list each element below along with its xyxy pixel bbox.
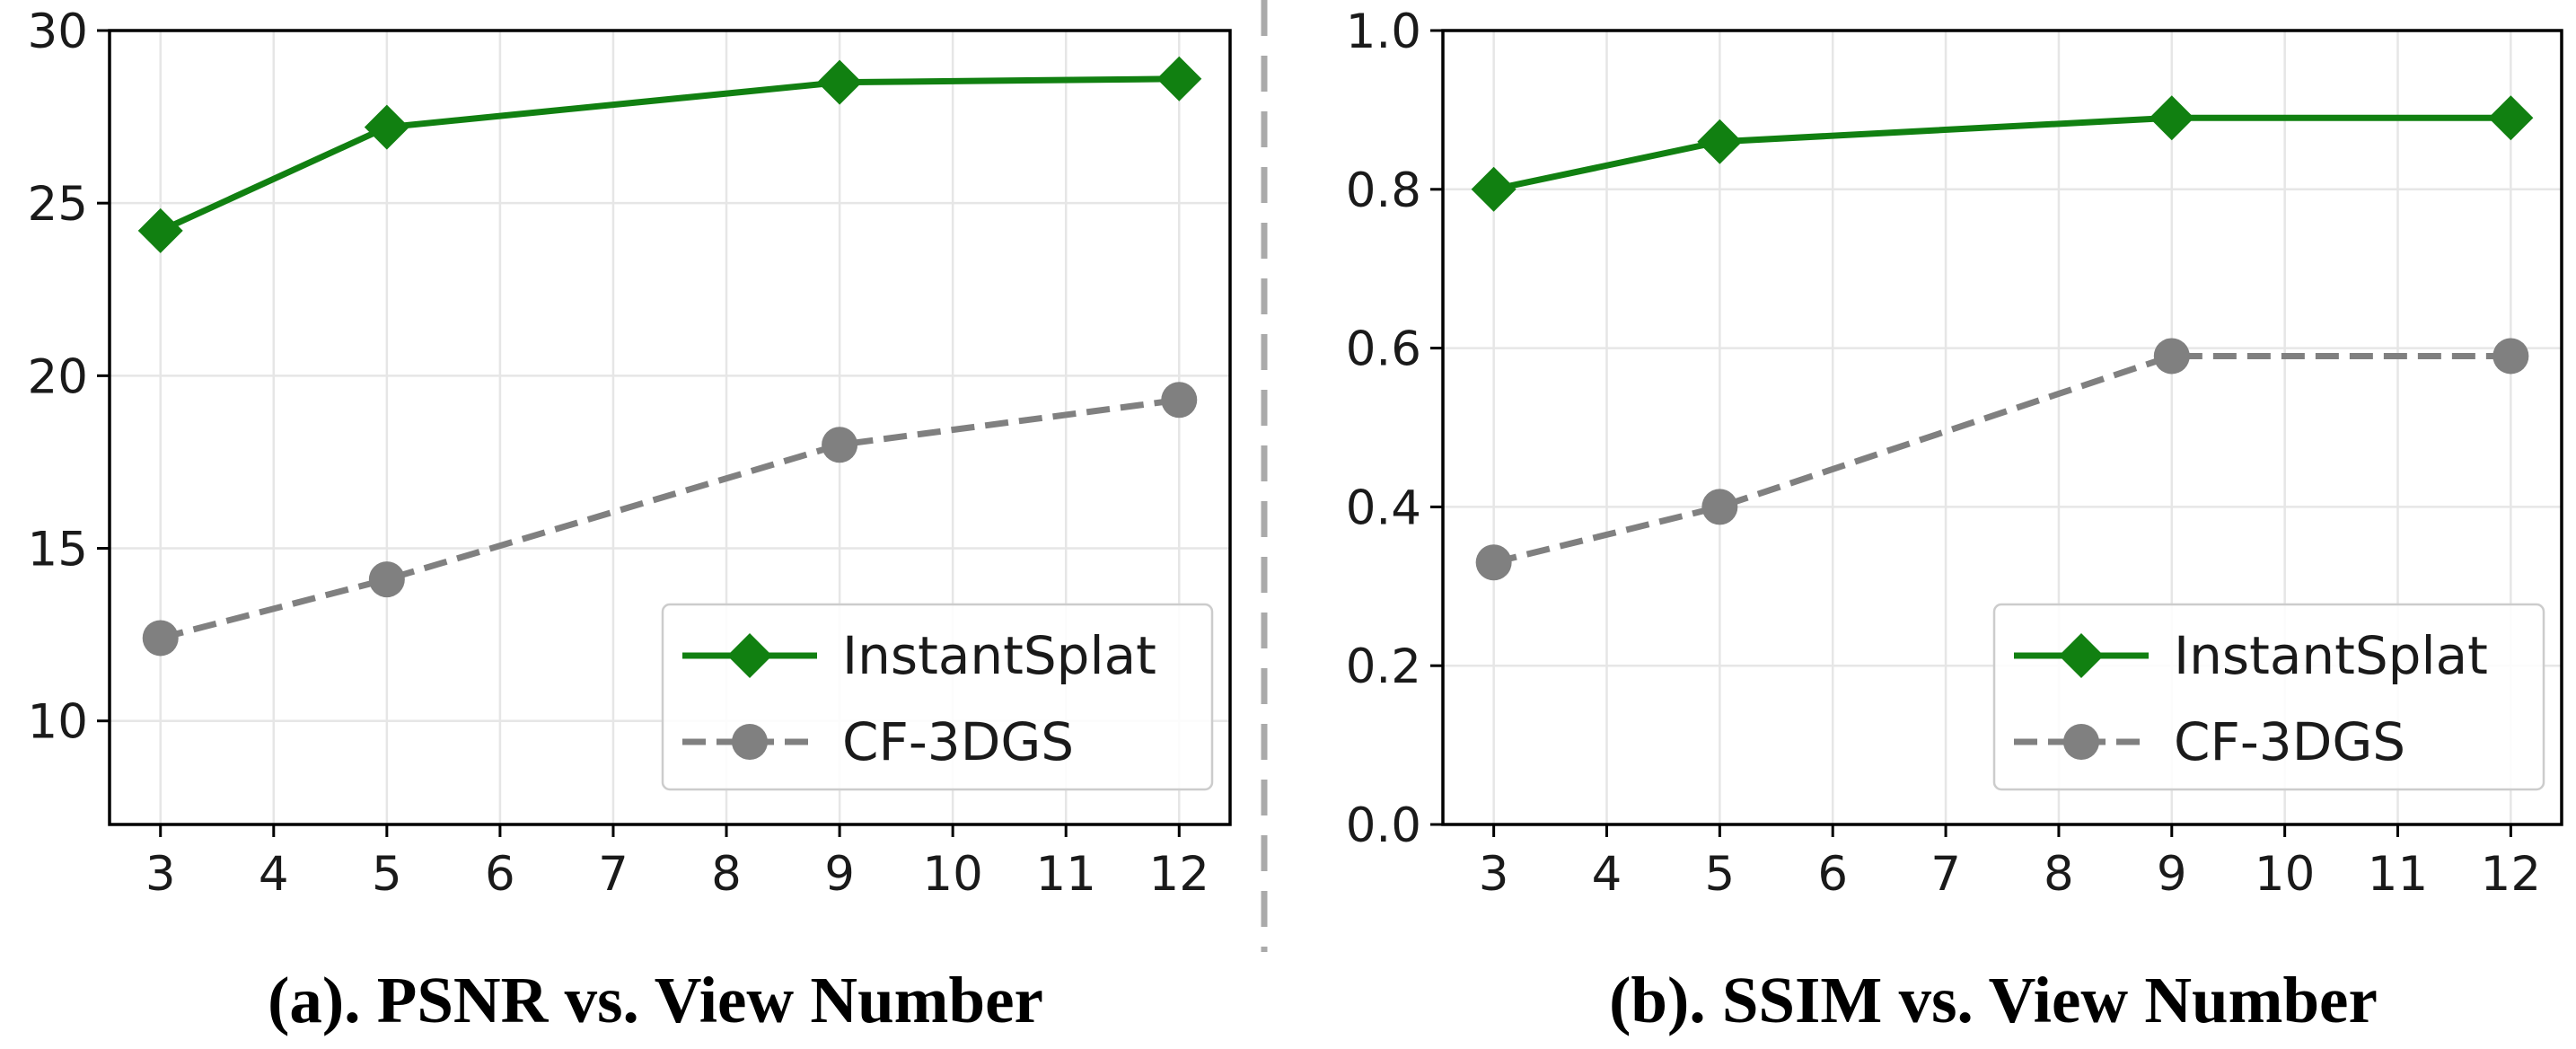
x-tick-label: 10 (2255, 847, 2315, 902)
instantsplat-point (364, 104, 409, 150)
x-tick-label: 6 (485, 847, 515, 902)
cf-3dgs-point (822, 427, 858, 463)
legend-label-instantsplat: InstantSplat (842, 625, 1156, 686)
legend-marker-cf-3dgs (2063, 724, 2099, 760)
legend-marker-cf-3dgs (732, 724, 768, 760)
cf-3dgs-point (2492, 338, 2529, 375)
y-tick-label: 10 (28, 695, 88, 750)
cf-3dgs-line (159, 396, 1180, 641)
x-tick-label: 7 (1930, 847, 1961, 902)
instantsplat-point (1471, 166, 1517, 212)
instantsplat-point (1156, 56, 1202, 101)
x-tick-label: 12 (2481, 847, 2541, 902)
instantsplat-point (137, 207, 183, 253)
y-tick-label: 20 (28, 349, 88, 404)
x-tick-label: 3 (145, 847, 176, 902)
cf-3dgs-point (2153, 338, 2190, 375)
x-tick-label: 9 (824, 847, 855, 902)
cf-3dgs-point (1475, 544, 1512, 581)
caption-ssim: (b). SSIM vs. View Number (1609, 964, 2378, 1036)
instantsplat-point (1697, 119, 1743, 164)
x-tick-label: 6 (1817, 847, 1848, 902)
y-tick-label: 15 (28, 523, 88, 577)
x-tick-label: 8 (2044, 847, 2074, 902)
x-tick-label: 7 (598, 847, 629, 902)
cf-3dgs-point (1161, 382, 1198, 419)
cf-3dgs-point (368, 561, 405, 598)
x-tick-label: 5 (1704, 847, 1735, 902)
instantsplat-point (2149, 95, 2194, 141)
plot-frame (1441, 29, 2563, 826)
y-tick-label: 0.8 (1346, 163, 1421, 218)
plot-frame (108, 29, 1232, 826)
x-tick-label: 4 (1592, 847, 1622, 902)
legend-marker-instantsplat (727, 633, 772, 678)
caption-psnr: (a). PSNR vs. View Number (268, 964, 1043, 1036)
y-tick-label: 0.2 (1346, 639, 1421, 694)
y-tick-label: 0.0 (1346, 798, 1421, 853)
x-tick-label: 9 (2157, 847, 2187, 902)
chart-psnr: 3 4 5 6 7 8 9 10 11 12 10 15 20 25 30 InstantSplat CF-3D… (28, 4, 1232, 902)
instantsplat-point (817, 59, 863, 105)
legend-label-cf-3dgs: CF-3DGS (2174, 711, 2405, 772)
x-tick-label: 4 (259, 847, 289, 902)
legend-label-cf-3dgs: CF-3DGS (842, 711, 1074, 772)
cf-3dgs-point (1701, 489, 1738, 525)
x-tick-label: 11 (2368, 847, 2428, 902)
legend-label-instantsplat: InstantSplat (2174, 625, 2488, 686)
y-tick-label: 0.6 (1346, 322, 1421, 377)
x-tick-label: 12 (1149, 847, 1209, 902)
x-tick-label: 10 (922, 847, 982, 902)
chart-ssim: 3 4 5 6 7 8 9 10 11 12 0.0 0.2 0.4 0.6 0.8 1.0 InstantSp… (1346, 4, 2563, 902)
y-tick-label: 0.4 (1346, 480, 1421, 535)
x-tick-label: 3 (1479, 847, 1509, 902)
legend-marker-instantsplat (2059, 633, 2104, 678)
y-tick-label: 1.0 (1346, 4, 1421, 59)
instantsplat-line (1492, 114, 2511, 193)
cf-3dgs-line (1492, 352, 2511, 566)
x-tick-label: 11 (1035, 847, 1095, 902)
instantsplat-line (159, 75, 1180, 234)
instantsplat-point (2488, 95, 2534, 141)
x-tick-label: 8 (711, 847, 742, 902)
y-tick-label: 25 (28, 177, 88, 232)
y-tick-label: 30 (28, 4, 88, 59)
x-tick-label: 5 (372, 847, 402, 902)
cf-3dgs-point (142, 620, 179, 657)
